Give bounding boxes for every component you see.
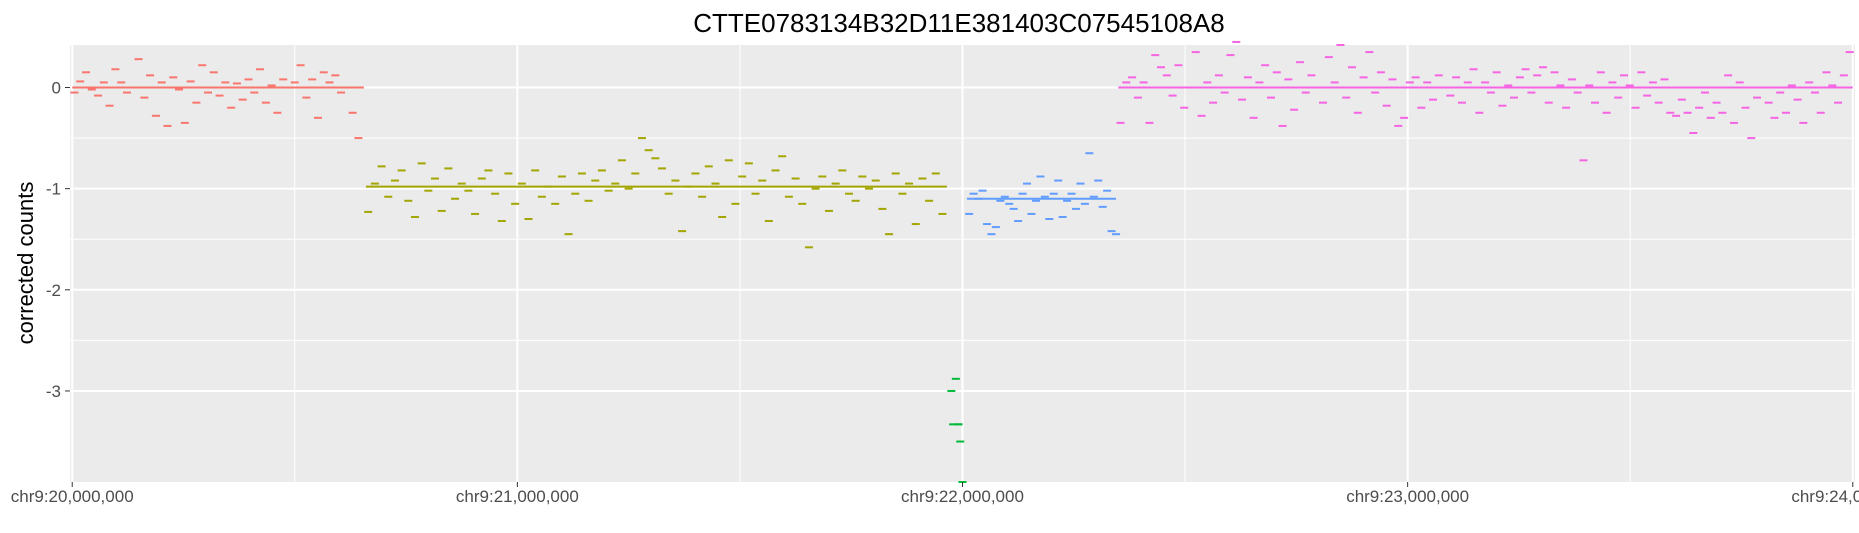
chart-title: CTTE0783134B32D11E381403C07545108A8 [693, 8, 1225, 38]
x-tick-label: chr9:21,000,000 [456, 487, 579, 506]
y-axis-ticks: 0 -1 -2 -3 [46, 78, 70, 401]
y-tick-label: 0 [52, 78, 61, 97]
y-tick-label: -1 [46, 180, 61, 199]
x-tick-label: chr9:20,000,000 [11, 487, 134, 506]
y-tick-label: -3 [46, 382, 61, 401]
data-points [70, 40, 1854, 483]
y-tick-label: -2 [46, 281, 61, 300]
x-tick-label: chr9:22,000,000 [901, 487, 1024, 506]
y-axis-label: corrected counts [13, 182, 38, 345]
grid-lines [70, 45, 1855, 482]
x-axis-ticks: chr9:20,000,000 chr9:21,000,000 chr9:22,00… [11, 482, 1859, 506]
x-tick-label: chr9:24,000,000 [1791, 487, 1859, 506]
x-tick-label: chr9:23,000,000 [1346, 487, 1469, 506]
